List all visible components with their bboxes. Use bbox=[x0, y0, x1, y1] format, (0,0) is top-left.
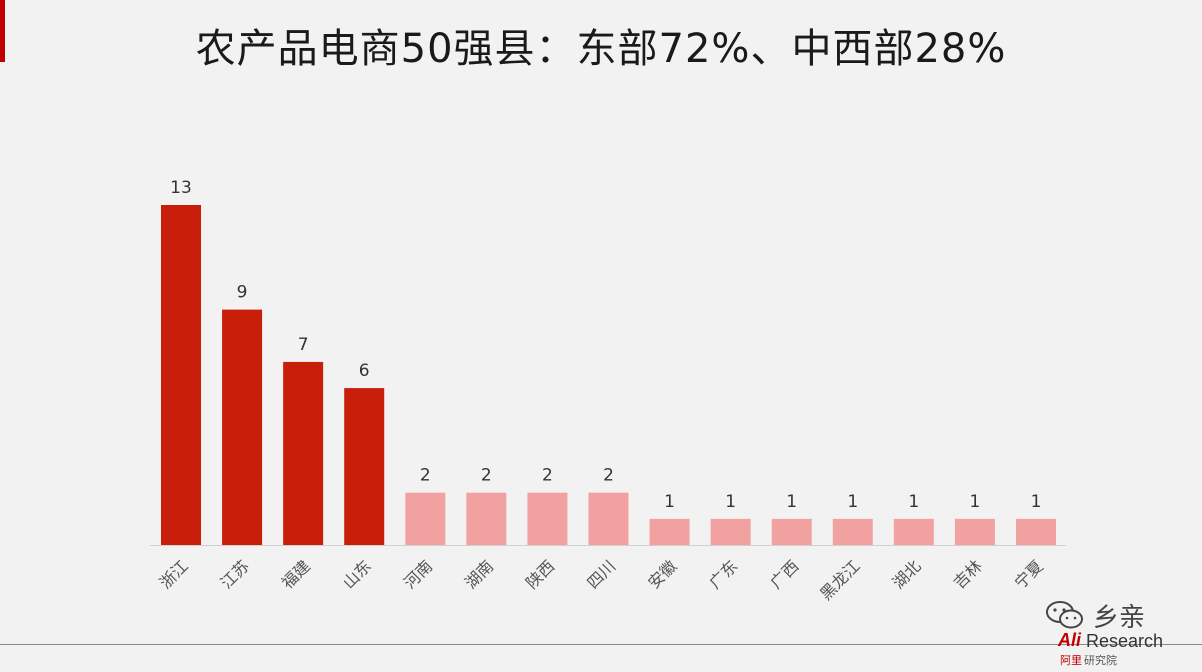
bottom-divider bbox=[0, 644, 1202, 645]
x-tick-label: 吉林 bbox=[950, 556, 986, 592]
bar bbox=[954, 518, 995, 545]
x-tick-label: 福建 bbox=[278, 556, 314, 592]
x-tick-label: 四川 bbox=[583, 556, 619, 592]
logo-sub-gray: 研究院 bbox=[1084, 654, 1117, 667]
x-tick-label: 湖北 bbox=[889, 556, 925, 592]
data-label: 1 bbox=[847, 492, 858, 512]
bar bbox=[222, 309, 263, 545]
data-label: 6 bbox=[359, 361, 370, 381]
accent-bar bbox=[0, 0, 5, 62]
bar bbox=[649, 518, 690, 545]
bar bbox=[527, 492, 568, 545]
bar bbox=[1015, 518, 1056, 545]
data-label: 1 bbox=[908, 492, 919, 512]
x-tick-label: 广东 bbox=[705, 556, 741, 592]
x-tick-label: 陕西 bbox=[522, 556, 558, 592]
bar bbox=[283, 361, 324, 545]
data-label: 1 bbox=[725, 492, 736, 512]
bar bbox=[466, 492, 507, 545]
x-tick-label: 宁夏 bbox=[1011, 556, 1047, 592]
bar bbox=[344, 388, 385, 545]
logo-ali: Ali bbox=[1058, 630, 1082, 650]
data-label: 13 bbox=[170, 178, 192, 198]
wechat-icon bbox=[1046, 601, 1083, 629]
watermark: 乡亲 bbox=[1045, 600, 1195, 633]
logo-sub-red: 阿里 bbox=[1060, 654, 1082, 667]
x-tick-label: 江苏 bbox=[217, 556, 253, 592]
data-label: 2 bbox=[481, 466, 492, 486]
chart-title: 农产品电商50强县：东部72%、中西部28% bbox=[195, 26, 1007, 72]
x-tick-label: 浙江 bbox=[156, 556, 192, 592]
aliresearch-logo: Ali Research 阿里 研究院 bbox=[1058, 630, 1193, 670]
x-tick-label: 安徽 bbox=[644, 556, 680, 592]
data-label: 1 bbox=[1031, 492, 1042, 512]
data-label: 1 bbox=[786, 492, 797, 512]
data-label: 2 bbox=[603, 466, 614, 486]
bar bbox=[405, 492, 446, 545]
bar bbox=[161, 205, 201, 545]
x-tick-label: 黑龙江 bbox=[816, 556, 863, 603]
logo-research: Research bbox=[1086, 631, 1164, 651]
x-tick-label: 湖南 bbox=[461, 556, 497, 592]
data-label: 9 bbox=[237, 283, 248, 303]
watermark-text: 乡亲 bbox=[1093, 602, 1146, 633]
data-label: 1 bbox=[969, 492, 980, 512]
bar bbox=[771, 518, 812, 545]
x-tick-label: 山东 bbox=[339, 556, 375, 592]
bar bbox=[588, 492, 629, 545]
bar bbox=[710, 518, 751, 545]
data-label: 2 bbox=[542, 466, 553, 486]
data-label: 1 bbox=[664, 492, 675, 512]
x-tick-label: 广西 bbox=[766, 556, 802, 592]
x-tick-label: 河南 bbox=[400, 556, 436, 592]
data-label: 7 bbox=[298, 335, 309, 355]
bar bbox=[893, 518, 934, 545]
data-label: 2 bbox=[420, 466, 431, 486]
bar bbox=[832, 518, 873, 545]
